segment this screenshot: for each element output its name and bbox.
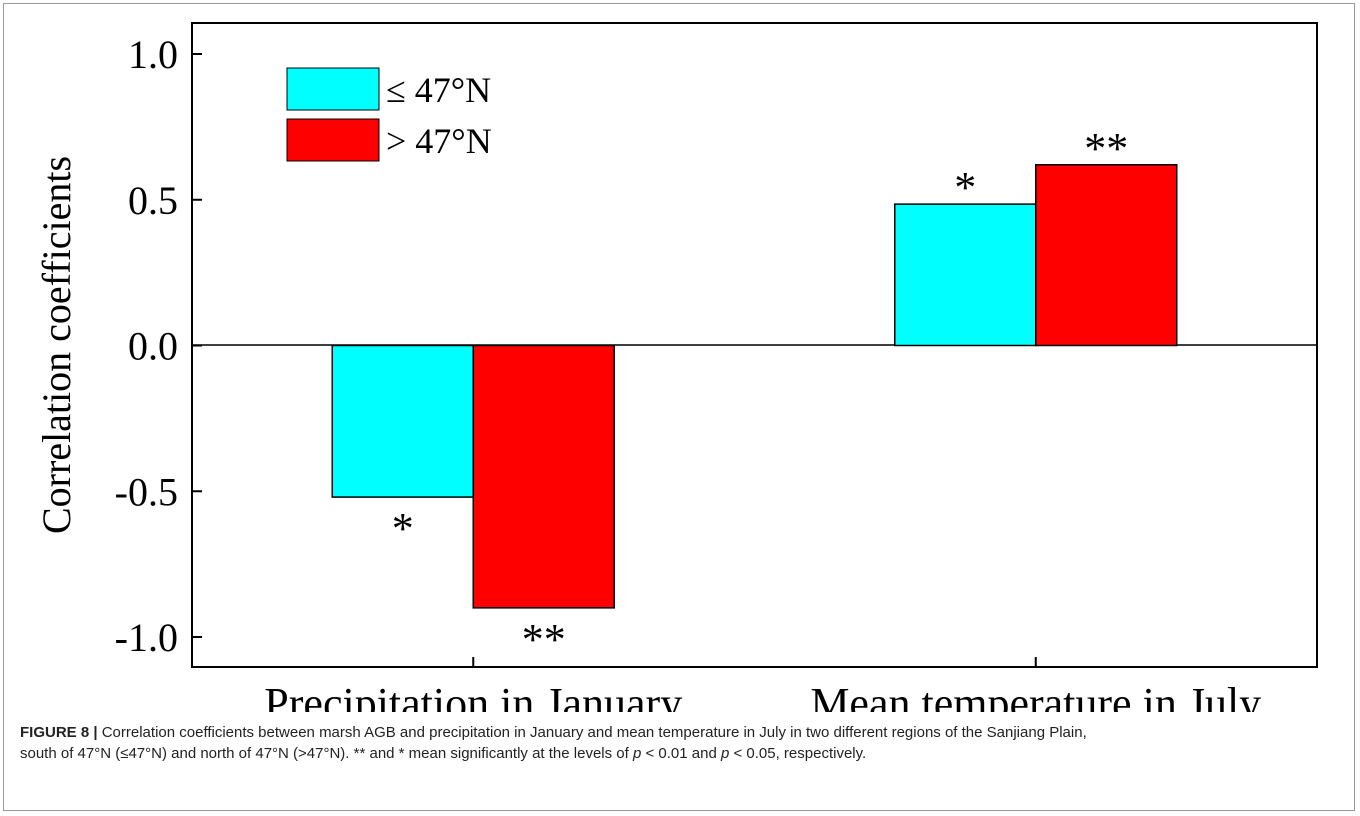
caption-text-2a: south of 47°N (≤47°N) and north of 47°N … (20, 745, 633, 762)
legend-label-south: ≤ 47°N (386, 70, 491, 110)
x-tick-label: Mean temperature in July (810, 679, 1261, 712)
bar (1035, 164, 1178, 347)
caption-text: Correlation coefficients between marsh A… (101, 724, 1087, 741)
significance-label: ** (1084, 124, 1128, 173)
caption-line-2: south of 47°N (≤47°N) and north of 47°N … (20, 743, 1340, 764)
legend-label-north: > 47°N (386, 121, 492, 161)
figure-caption: FIGURE 8 | Correlation coefficients betw… (20, 722, 1340, 764)
y-tick-label: -1.0 (115, 615, 178, 660)
figure-label: FIGURE 8 | (20, 724, 98, 741)
y-tick-label: 1.0 (128, 32, 178, 77)
significance-label: * (392, 504, 414, 553)
y-tick-label: 0.0 (128, 324, 178, 369)
caption-line-1: FIGURE 8 | Correlation coefficients betw… (20, 722, 1340, 743)
y-tick-label: 0.5 (128, 178, 178, 223)
y-tick-label: -0.5 (115, 469, 178, 514)
significance-labels: ****** (392, 124, 1129, 664)
bar-chart: 1.0 0.5 0.0 -0.5 -1.0 Precipitation in Janua… (34, 22, 1318, 712)
bars (331, 164, 1178, 609)
significance-label: ** (522, 615, 566, 664)
legend: ≤ 47°N > 47°N (286, 67, 492, 162)
significance-label: * (954, 163, 976, 212)
bar (894, 203, 1037, 347)
caption-p-symbol-2: p (720, 745, 730, 762)
legend-swatch-south (286, 67, 380, 111)
bar (331, 344, 474, 498)
legend-swatch-north (286, 118, 380, 162)
bar (472, 344, 615, 609)
x-tick-label: Precipitation in January (264, 679, 682, 712)
caption-p-symbol-1: p (632, 745, 642, 762)
caption-text-2c: < 0.05, respectively. (729, 745, 867, 762)
y-axis-label: Correlation coefficients (34, 156, 79, 534)
x-axis-ticks: Precipitation in January Mean temperature… (264, 657, 1261, 712)
caption-text-2b: < 0.01 and (641, 745, 721, 762)
figure-frame (3, 3, 1355, 811)
y-axis-ticks: 1.0 0.5 0.0 -0.5 -1.0 (115, 32, 202, 660)
